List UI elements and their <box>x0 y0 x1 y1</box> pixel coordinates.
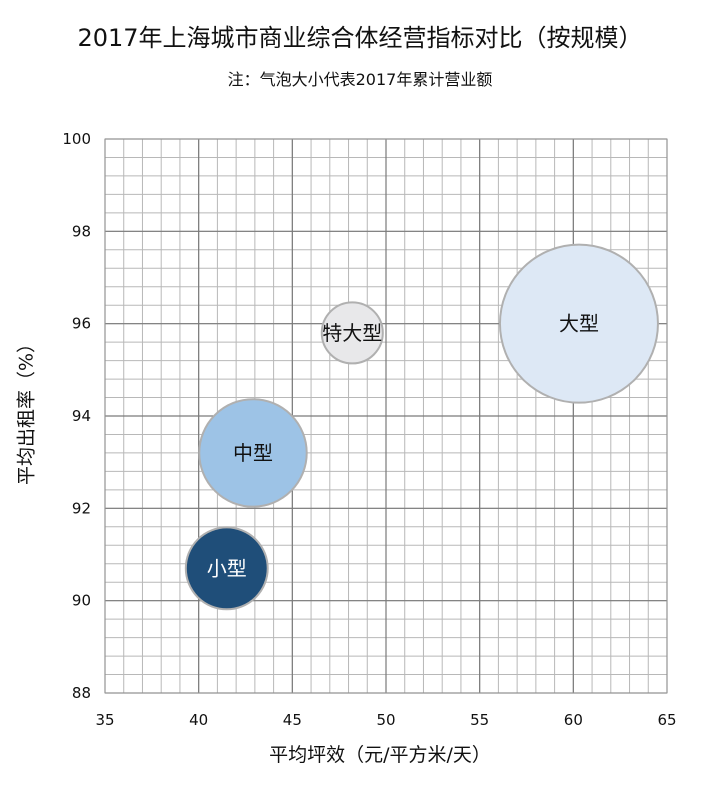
x-axis-label: 平均坪效（元/平方米/天） <box>269 744 491 766</box>
x-tick-label: 50 <box>376 711 395 729</box>
y-axis: 88 90 92 94 96 98 100 <box>62 130 91 702</box>
chart-subtitle: 注：气泡大小代表2017年累计营业额 <box>227 70 493 89</box>
y-tick-label: 96 <box>72 315 91 333</box>
x-tick-label: 60 <box>564 711 583 729</box>
bubble-小型: 小型 <box>184 526 269 611</box>
bubble-特大型: 特大型 <box>320 301 384 365</box>
y-tick-label: 88 <box>72 684 91 702</box>
x-tick-label: 65 <box>657 711 676 729</box>
bubble-大型: 大型 <box>498 243 659 404</box>
plot-frame <box>104 138 668 694</box>
bubble-label: 中型 <box>233 441 273 465</box>
y-tick-label: 100 <box>62 130 91 148</box>
major-grid <box>104 138 668 694</box>
x-tick-label: 45 <box>283 711 302 729</box>
bubble-circle <box>184 526 269 611</box>
y-tick-label: 94 <box>72 407 91 425</box>
chart-title: 2017年上海城市商业综合体经营指标对比（按规模） <box>77 24 643 52</box>
bubble-中型: 中型 <box>198 398 308 508</box>
bubble-label: 大型 <box>559 312 599 336</box>
bubble-circle <box>198 398 308 508</box>
x-axis: 35 40 45 50 55 60 65 <box>95 711 676 729</box>
y-axis-label: 平均出租率（%） <box>15 333 38 486</box>
bubble-circle <box>498 243 659 404</box>
x-tick-label: 35 <box>95 711 114 729</box>
y-tick-label: 98 <box>72 222 91 240</box>
x-tick-label: 40 <box>189 711 208 729</box>
bubble-label: 小型 <box>207 556 247 580</box>
bubble-label: 特大型 <box>322 321 382 345</box>
y-tick-label: 92 <box>72 499 91 517</box>
y-tick-label: 90 <box>72 592 91 610</box>
bubble-circle <box>320 301 384 365</box>
x-tick-label: 55 <box>470 711 489 729</box>
